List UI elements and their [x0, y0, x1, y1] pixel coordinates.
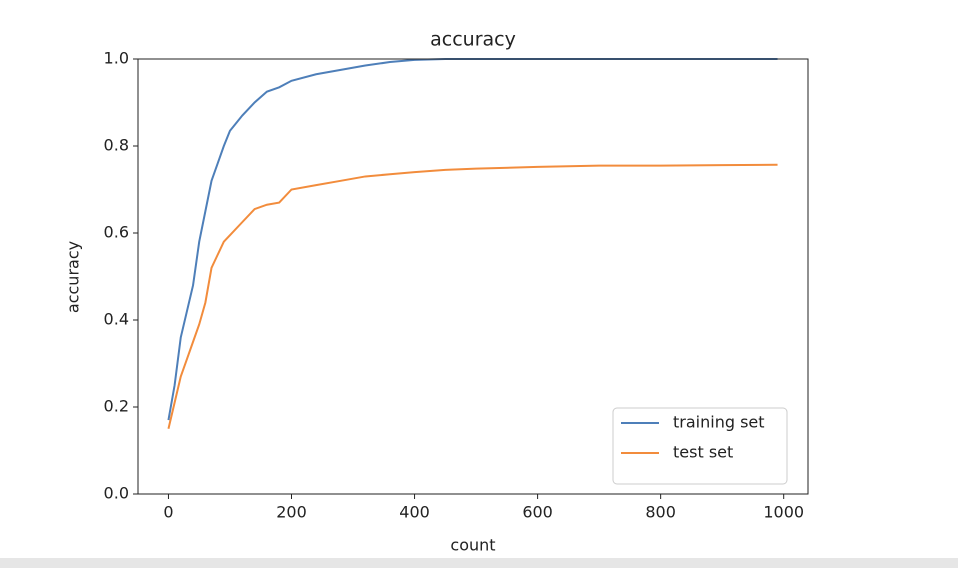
x-tick-label: 600	[522, 503, 553, 522]
data-line	[167, 58, 778, 421]
x-tick-label: 400	[399, 503, 430, 522]
legend-box	[612, 407, 788, 485]
data-line	[167, 163, 778, 429]
x-tick-label: 0	[163, 503, 173, 522]
y-tick-label: 0.6	[104, 223, 129, 242]
legend-label: test set	[673, 443, 733, 462]
bottom-strip	[0, 558, 958, 568]
plot-frame	[137, 58, 809, 495]
y-tick-label: 0.0	[104, 484, 129, 503]
y-axis-label: accuracy	[64, 241, 83, 313]
x-tick-label: 200	[276, 503, 307, 522]
x-tick-label: 1000	[763, 503, 804, 522]
y-tick-label: 0.4	[104, 310, 129, 329]
chart-title: accuracy	[430, 29, 516, 51]
y-tick-label: 0.8	[104, 136, 129, 155]
legend-label: training set	[673, 413, 765, 432]
x-axis-label: count	[450, 536, 495, 555]
y-tick-label: 0.2	[104, 397, 129, 416]
y-tick-label: 1.0	[104, 49, 129, 68]
x-tick-label: 800	[645, 503, 676, 522]
